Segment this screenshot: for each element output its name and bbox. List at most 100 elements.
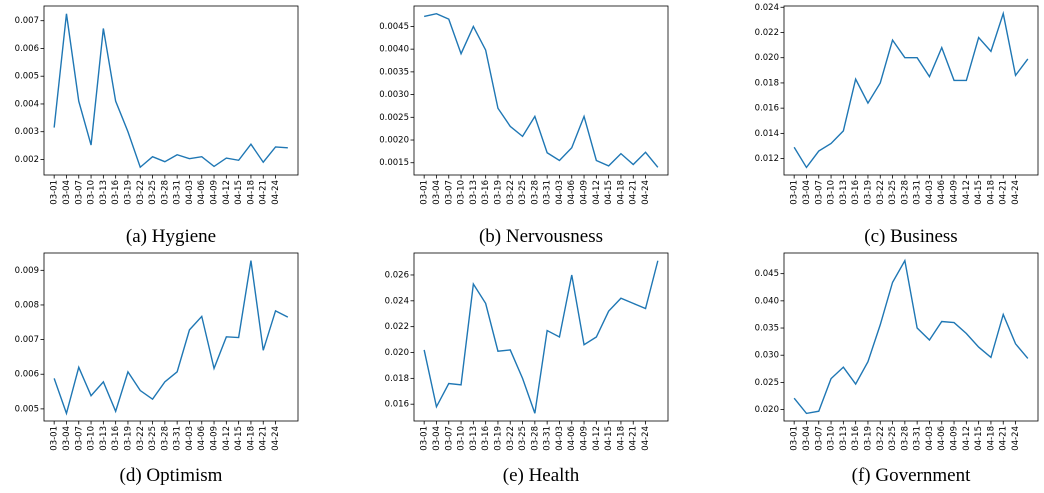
x-tick-label: 03-19 (493, 180, 503, 205)
x-tick-label: 04-24 (1011, 180, 1021, 205)
y-tick-label: 0.003 (15, 127, 39, 137)
x-tick-label: 04-18 (246, 426, 256, 451)
y-tick-label: 0.0025 (379, 113, 409, 123)
y-tick-label: 0.025 (755, 378, 779, 388)
x-tick-label: 04-09 (210, 180, 220, 205)
x-tick-label: 03-22 (876, 426, 886, 451)
x-tick-label: 04-12 (962, 180, 972, 205)
x-tick-label: 04-06 (197, 180, 207, 205)
x-tick-label: 04-09 (580, 180, 590, 205)
x-tick-label: 03-28 (900, 180, 910, 205)
x-tick-label: 04-18 (986, 426, 996, 451)
y-tick-label: 0.030 (755, 351, 779, 361)
axes-frame (783, 5, 1039, 176)
x-tick-label: 04-12 (222, 426, 232, 451)
x-tick-label: 03-31 (173, 426, 183, 451)
x-tick-label: 03-13 (839, 180, 849, 205)
x-tick-label: 03-01 (790, 426, 800, 451)
y-tick-label: 0.020 (755, 405, 779, 415)
x-tick-label: 03-04 (802, 180, 812, 205)
y-tick-label: 0.007 (15, 16, 39, 26)
x-tick-label: 04-24 (271, 180, 281, 205)
chart-title: (c) Business (864, 226, 957, 247)
y-tick-label: 0.0045 (379, 22, 409, 32)
x-tick-label: 03-01 (790, 180, 800, 205)
x-tick-label: 03-19 (863, 180, 873, 205)
x-tick-label: 04-21 (259, 180, 269, 205)
x-tick-label: 03-13 (99, 180, 109, 205)
x-tick-label: 03-16 (481, 180, 491, 205)
x-tick-label: 04-12 (592, 426, 602, 451)
y-tick-label: 0.0035 (379, 67, 409, 77)
x-tick-label: 03-07 (444, 426, 454, 451)
y-tick-label: 0.014 (755, 129, 779, 139)
x-tick-label: 03-31 (173, 180, 183, 205)
x-tick-label: 04-21 (259, 426, 269, 451)
x-tick-label: 03-22 (136, 180, 146, 205)
x-tick-label: 04-21 (629, 180, 639, 205)
x-tick-label: 03-25 (518, 180, 528, 205)
x-tick-label: 03-10 (457, 426, 467, 451)
y-tick-label: 0.005 (15, 404, 39, 414)
x-tick-label: 03-16 (851, 180, 861, 205)
data-line (53, 13, 288, 169)
x-tick-label: 03-19 (123, 180, 133, 205)
x-tick-label: 04-24 (641, 426, 651, 451)
x-tick-label: 03-13 (469, 180, 479, 205)
x-tick-label: 03-16 (111, 180, 121, 205)
x-tick-label: 04-21 (999, 180, 1009, 205)
x-tick-label: 03-01 (50, 180, 60, 205)
data-line (793, 10, 1029, 169)
x-tick-label: 04-03 (555, 180, 565, 205)
x-tick-label: 03-25 (888, 180, 898, 205)
x-tick-label: 03-28 (160, 426, 170, 451)
x-tick-label: 04-03 (925, 426, 935, 451)
x-tick-label: 03-25 (148, 180, 158, 205)
x-tick-label: 03-04 (62, 426, 72, 451)
data-line (424, 12, 659, 168)
x-tick-label: 04-03 (555, 426, 565, 451)
data-line (793, 258, 1029, 415)
x-tick-label: 04-06 (197, 426, 207, 451)
x-tick-label: 03-25 (888, 426, 898, 451)
x-tick-label: 03-22 (506, 426, 516, 451)
y-tick-label: 0.020 (755, 53, 779, 63)
x-tick-label: 03-13 (839, 426, 849, 451)
x-tick-label: 04-09 (580, 426, 590, 451)
y-tick-label: 0.018 (385, 374, 409, 384)
x-tick-label: 03-28 (900, 426, 910, 451)
data-line (53, 260, 289, 416)
x-tick-label: 04-24 (1011, 426, 1021, 451)
x-tick-label: 04-18 (616, 426, 626, 451)
x-tick-label: 04-15 (604, 180, 614, 205)
data-line (423, 260, 659, 414)
y-tick-label: 0.004 (15, 99, 39, 109)
x-tick-label: 03-10 (457, 180, 467, 205)
x-tick-label: 03-19 (123, 426, 133, 451)
y-tick-label: 0.045 (755, 269, 779, 279)
chart-title: (b) Nervousness (479, 226, 603, 247)
x-tick-label: 03-10 (87, 180, 97, 205)
y-tick-label: 0.008 (15, 300, 39, 310)
x-tick-label: 04-09 (210, 426, 220, 451)
x-tick-label: 04-15 (974, 180, 984, 205)
x-tick-label: 03-07 (444, 180, 454, 205)
x-tick-label: 04-06 (567, 180, 577, 205)
x-tick-label: 03-04 (802, 426, 812, 451)
x-tick-label: 03-13 (469, 426, 479, 451)
x-tick-label: 04-06 (937, 180, 947, 205)
axes-frame (783, 252, 1039, 422)
y-tick-label: 0.005 (15, 72, 39, 82)
x-tick-label: 03-16 (111, 426, 121, 451)
chart-title: (e) Health (503, 465, 580, 486)
axes-frame (43, 5, 299, 176)
x-tick-label: 04-24 (271, 426, 281, 451)
x-tick-label: 03-10 (827, 426, 837, 451)
x-tick-label: 03-10 (87, 426, 97, 451)
x-tick-label: 03-19 (863, 426, 873, 451)
x-tick-label: 03-10 (827, 180, 837, 205)
x-tick-label: 03-16 (481, 426, 491, 451)
x-tick-label: 04-21 (629, 426, 639, 451)
x-tick-label: 03-04 (62, 180, 72, 205)
